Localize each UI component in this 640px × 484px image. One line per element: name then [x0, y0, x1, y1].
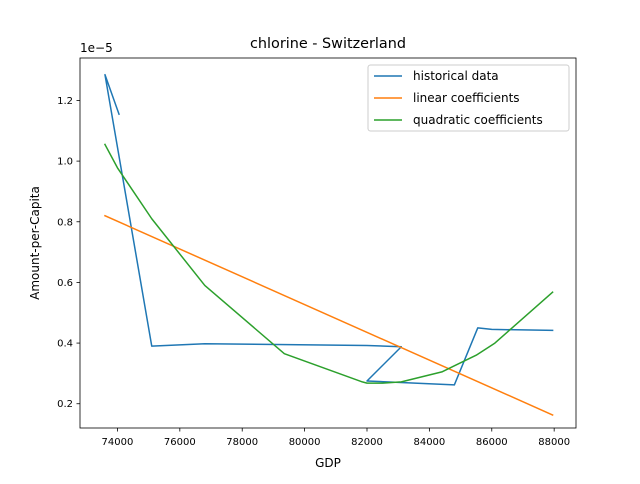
y-tick-label: 0.8 [57, 217, 73, 228]
y-tick-label: 0.6 [57, 278, 73, 289]
series-line-0 [104, 73, 554, 386]
x-axis: 74000 76000 78000 80000 82000 84000 86000 88000 [102, 428, 570, 448]
series-line-1 [103, 214, 554, 416]
y-tick-label: 0.4 [57, 339, 73, 350]
legend: historical data linear coefficients quadra… [367, 64, 570, 132]
x-tick-label: 80000 [289, 437, 321, 448]
plot-frame [79, 57, 577, 429]
x-tick-label: 78000 [226, 437, 258, 448]
y-tick-label: 0.2 [57, 399, 73, 410]
legend-label-2: quadratic coefficients [413, 113, 543, 127]
y-axis-label: Amount-per-Capita [28, 186, 42, 300]
x-tick-label: 84000 [413, 437, 445, 448]
y-tick-label: 1.0 [57, 157, 73, 168]
plot-area [103, 73, 554, 416]
chart-title: chlorine - Switzerland [250, 36, 406, 52]
y-axis: 0.2 0.4 0.6 0.8 1.0 1.2 [57, 96, 80, 410]
series-line-2 [103, 143, 554, 384]
x-tick-label: 82000 [351, 437, 383, 448]
x-tick-label: 76000 [164, 437, 196, 448]
legend-label-0: historical data [413, 69, 499, 83]
x-tick-label: 86000 [476, 437, 508, 448]
y-tick-label: 1.2 [57, 96, 73, 107]
x-tick-label: 74000 [102, 437, 134, 448]
y-multiplier-label: 1e−5 [80, 41, 113, 55]
legend-label-1: linear coefficients [413, 91, 520, 105]
x-tick-label: 88000 [538, 437, 570, 448]
legend-box [367, 64, 570, 132]
x-axis-label: GDP [315, 456, 341, 470]
